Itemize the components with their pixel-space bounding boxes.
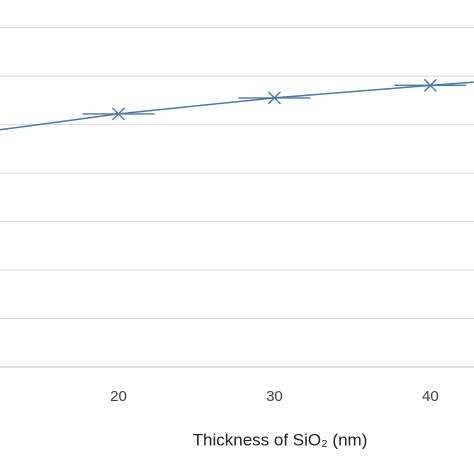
marker [82, 107, 155, 121]
marker-cross [82, 107, 155, 121]
marker-cross [394, 78, 467, 92]
marker-cross [238, 91, 311, 105]
x-tick-label: 20 [110, 388, 127, 405]
x-axis-title: Thickness of SiO₂ (nm) [193, 430, 368, 449]
marker [394, 78, 467, 92]
x-tick-label: 30 [266, 388, 283, 405]
x-tick-label: 40 [422, 388, 439, 405]
marker [238, 91, 311, 105]
plot-area [0, 78, 474, 131]
grid [0, 27, 474, 368]
series-line [0, 81, 474, 131]
